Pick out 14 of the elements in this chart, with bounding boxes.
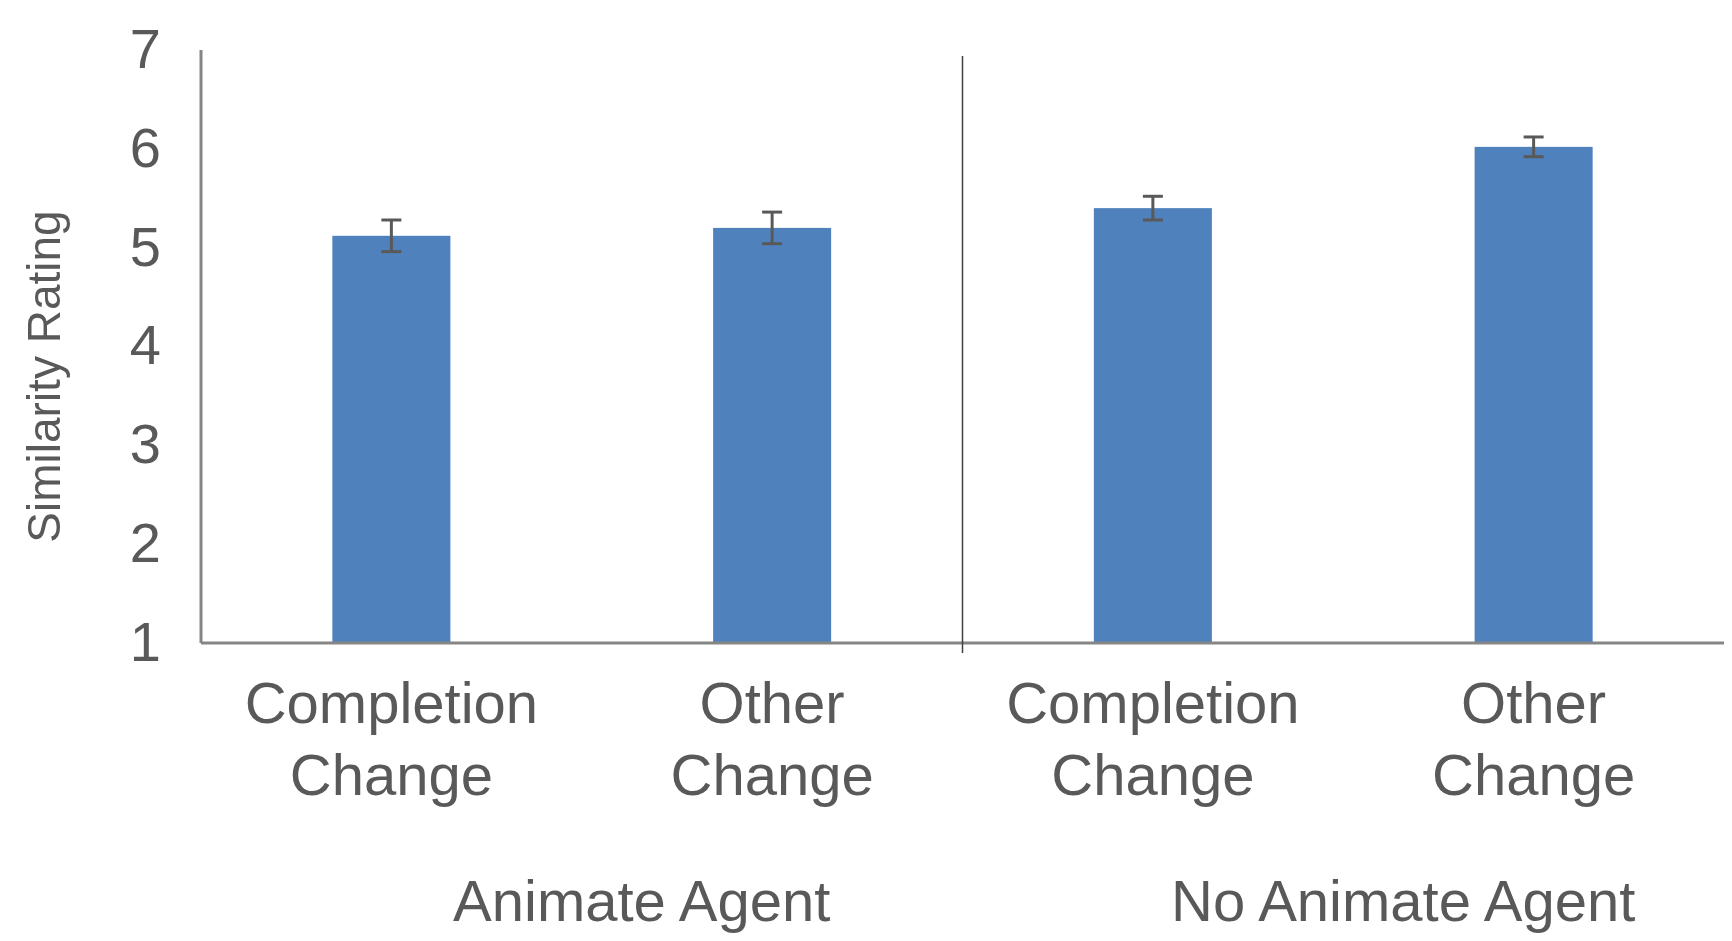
text: No Animate Agent	[1171, 868, 1636, 933]
y-tick-label: 4	[129, 313, 161, 377]
y-tick-label: 6	[129, 115, 161, 179]
text: Animate Agent	[453, 868, 831, 933]
y-tick-label: 5	[129, 214, 161, 278]
x-tick-label: Other Change	[670, 670, 874, 807]
y-tick-label: 7	[129, 16, 161, 80]
y-axis-title: Similarity Rating	[18, 210, 70, 543]
x-tick-label: Other Change	[1432, 670, 1636, 807]
y-tick-label: 1	[129, 609, 161, 673]
y-tick-label: 3	[129, 412, 161, 476]
y-tick-label: 2	[129, 511, 161, 575]
x-tick-label: Completion Change	[244, 670, 539, 807]
x-tick-label: Completion Change	[1006, 670, 1300, 807]
